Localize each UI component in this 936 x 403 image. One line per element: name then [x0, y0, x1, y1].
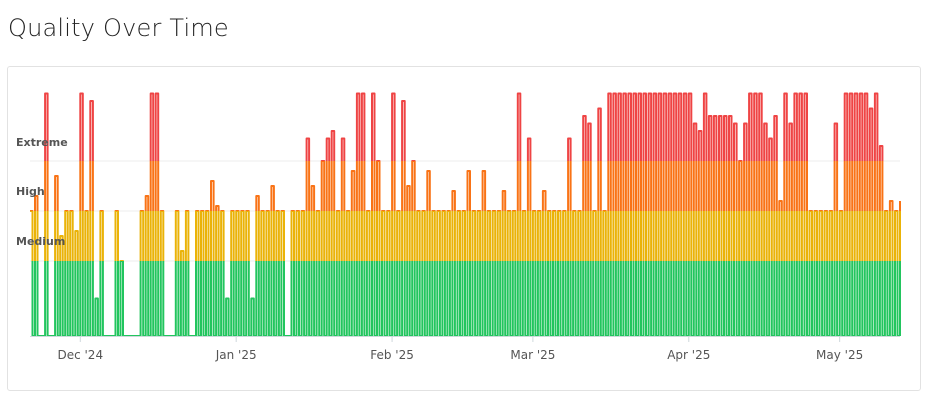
x-tick-label: Dec '24 [57, 348, 103, 362]
x-tick-label: Jan '25 [215, 348, 257, 362]
page-title: Quality Over Time [8, 14, 229, 42]
x-axis: Dec '24 Jan '25 Feb '25 Mar '25 Apr '25 May '… [30, 336, 900, 362]
y-tick-label-high: High [16, 185, 45, 198]
x-tick-label: Apr '25 [667, 348, 710, 362]
x-tick-label: Mar '25 [510, 348, 555, 362]
series-line-extreme [44, 92, 884, 161]
y-axis-labels: Extreme High Medium [16, 136, 68, 248]
x-tick-label: Feb '25 [370, 348, 414, 362]
y-tick-label-medium: Medium [16, 235, 65, 248]
x-tick-label: May '25 [816, 348, 863, 362]
quality-series [30, 92, 901, 336]
series-line-medium [30, 211, 901, 261]
y-tick-label-extreme: Extreme [16, 136, 68, 149]
